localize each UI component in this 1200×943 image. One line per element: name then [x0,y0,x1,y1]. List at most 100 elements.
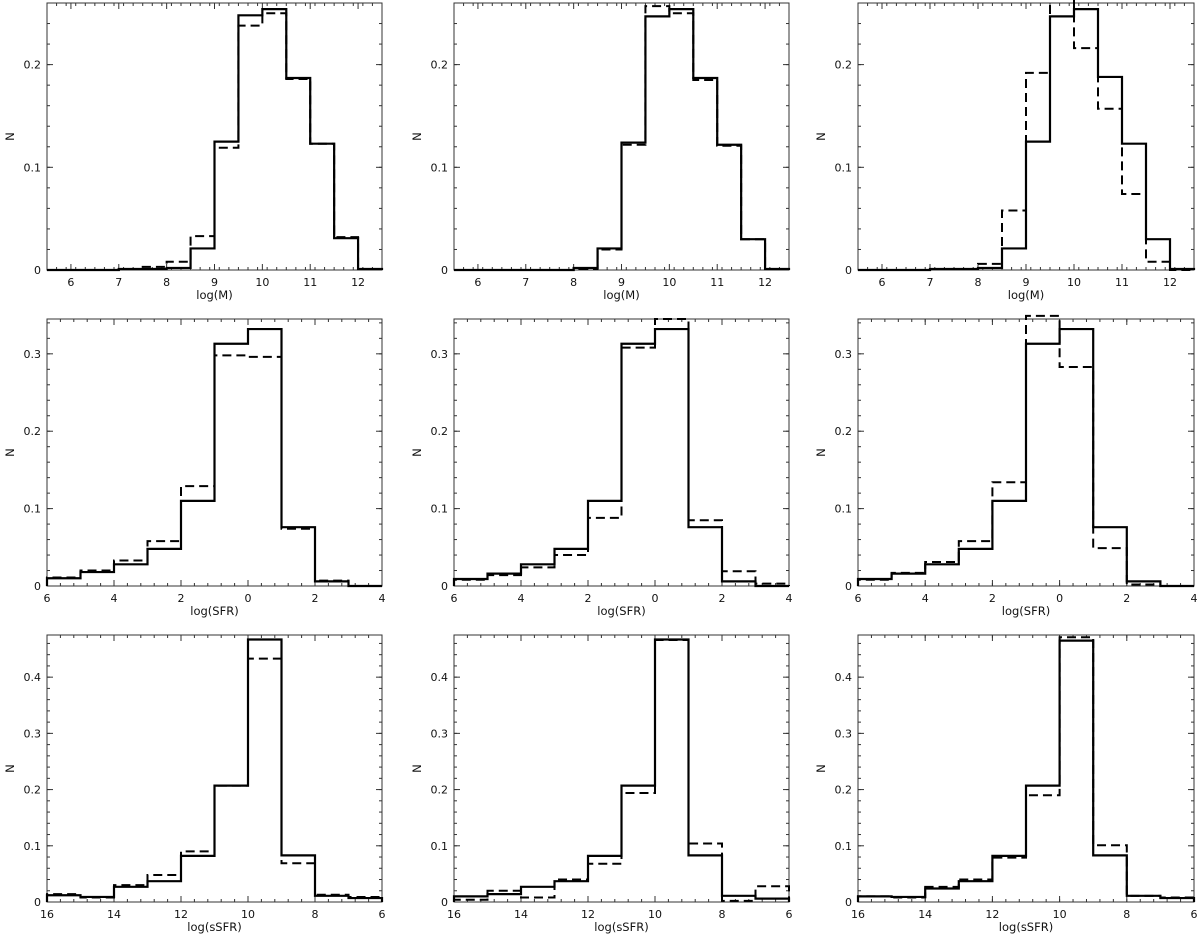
y-tick-label: 0.1 [431,840,449,853]
y-tick-label: 0.4 [24,671,42,684]
solid-histogram-series [452,638,791,902]
y-tick-label: 0.1 [835,840,853,853]
y-tick-label: 0.3 [835,727,853,740]
y-tick-label: 0.3 [24,727,42,740]
dashed-histogram-series [47,12,383,271]
y-tick-label: 0.2 [431,784,449,797]
x-tick-label: 8 [1123,908,1130,921]
y-tick-label: 0.1 [431,161,449,174]
y-tick-label: 0.2 [24,784,42,797]
dashed-histogram-series [453,639,790,902]
x-axis-label: log(sSFR) [594,920,648,934]
x-tick-label: 7 [927,276,934,289]
histogram-panel-7: 16 14 12 10 8 6 0 0.1 0.2 0.3 0.4 log(sSFR) N [3,634,386,934]
y-axis-label: N [410,764,424,773]
x-tick-label: 10 [1067,276,1081,289]
x-tick-label: 2 [719,592,726,605]
x-tick-label: 16 [40,908,54,921]
x-axis-label: log(M) [196,288,232,302]
x-tick-label: 6 [855,592,862,605]
solid-histogram-series [47,8,384,272]
x-tick-label: 2 [585,592,592,605]
x-tick-label: 4 [1191,592,1198,605]
solid-histogram-series [45,638,384,902]
plot-frame [453,318,790,587]
x-tick-label: 16 [447,908,461,921]
dashed-histogram-series [46,354,382,587]
x-tick-label: 7 [115,276,122,289]
plot-frame [453,634,790,903]
x-tick-label: 16 [851,908,865,921]
y-tick-label: 0.3 [24,348,42,361]
y-tick-label: 0.2 [835,784,853,797]
y-tick-label: 0.2 [835,425,853,438]
histogram-panel-5: 6 4 2 0 2 4 0 0.1 0.2 0.3 log(SFR) N [410,318,793,618]
x-tick-label: 10 [255,276,269,289]
x-tick-label: 10 [662,276,676,289]
x-tick-label: 10 [1053,908,1067,921]
x-tick-label: 4 [518,592,525,605]
solid-histogram-series [856,639,1196,902]
plot-frame [857,634,1195,903]
x-tick-label: 4 [786,592,793,605]
dashed-histogram-series [857,636,1195,902]
x-tick-label: 0 [245,592,252,605]
x-tick-label: 4 [379,592,386,605]
x-tick-label: 12 [581,908,595,921]
x-tick-label: 6 [474,276,481,289]
x-tick-label: 8 [163,276,170,289]
y-tick-label: 0.1 [835,503,853,516]
y-axis-label: N [3,764,17,773]
x-tick-label: 12 [985,908,999,921]
y-axis-label: N [410,132,424,141]
histogram-panel-3: 6 7 8 9 10 11 12 0 0.1 0.2 log(M) N [814,0,1196,302]
y-tick-label: 0.4 [431,671,449,684]
x-tick-label: 2 [989,592,996,605]
y-axis-label: N [814,132,828,141]
x-tick-label: 12 [758,276,772,289]
x-tick-label: 0 [652,592,659,605]
y-tick-label: 0 [34,896,41,909]
x-tick-label: 0 [1056,592,1063,605]
histogram-panel-2: 6 7 8 9 10 11 12 0 0.1 0.2 log(M) N [410,2,791,302]
x-tick-label: 9 [618,276,625,289]
y-tick-label: 0 [845,580,852,593]
y-tick-label: 0.1 [835,161,853,174]
y-axis-label: N [410,448,424,457]
x-tick-label: 6 [879,276,886,289]
x-tick-label: 2 [1123,592,1130,605]
y-tick-label: 0.3 [835,348,853,361]
x-tick-label: 9 [1023,276,1030,289]
x-tick-label: 12 [351,276,365,289]
plot-frame [46,318,383,587]
x-axis-label: log(SFR) [1002,604,1050,618]
x-tick-label: 12 [174,908,188,921]
x-tick-label: 4 [111,592,118,605]
y-tick-label: 0.2 [431,59,449,72]
x-tick-label: 10 [648,908,662,921]
y-tick-label: 0 [34,580,41,593]
x-axis-label: log(M) [603,288,639,302]
solid-histogram-series [454,8,791,272]
y-tick-label: 0.2 [24,59,42,72]
y-tick-label: 0 [441,264,448,277]
x-tick-label: 6 [786,908,793,921]
histogram-panel-1: 6 7 8 9 10 11 12 0 0.1 0.2 log(M) N [3,2,384,302]
histogram-panel-8: 16 14 12 10 8 6 0 0.1 0.2 0.3 0.4 log(sSFR) N [410,634,793,934]
y-axis-label: N [814,764,828,773]
y-axis-label: N [3,448,17,457]
x-tick-label: 6 [1191,908,1198,921]
y-tick-label: 0.2 [24,425,42,438]
x-tick-label: 8 [719,908,726,921]
y-tick-label: 0.3 [431,727,449,740]
histogram-panel-4: 6 4 2 0 2 4 0 0.1 0.2 0.3 log(SFR) N [3,318,386,618]
y-tick-label: 0.3 [431,348,449,361]
y-tick-label: 0 [34,264,41,277]
y-tick-label: 0.2 [835,59,853,72]
x-tick-label: 14 [107,908,121,921]
x-tick-label: 6 [379,908,386,921]
x-tick-label: 8 [975,276,982,289]
x-tick-label: 14 [514,908,528,921]
dashed-histogram-series [453,318,790,586]
